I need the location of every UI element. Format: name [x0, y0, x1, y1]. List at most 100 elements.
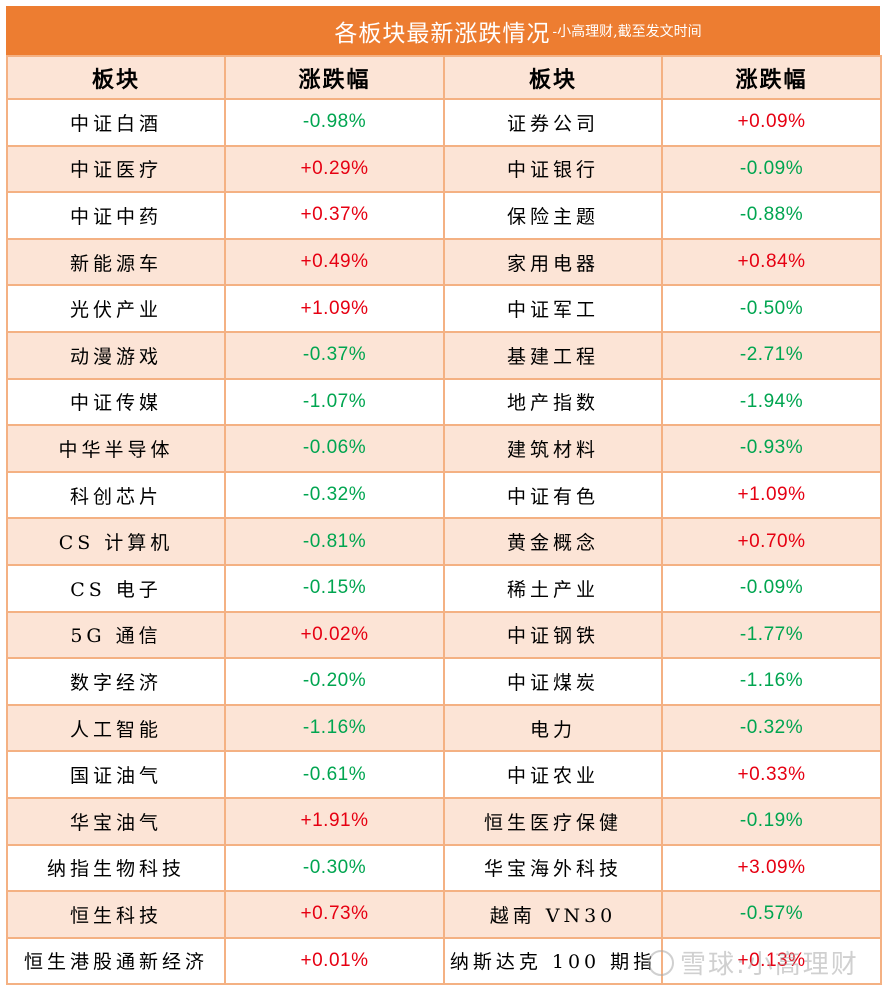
sector-performance-sheet: 各板块最新涨跌情况 -小高理财,截至发文时间 板块 涨跌幅 板块 涨跌幅 中证白…	[6, 6, 882, 986]
sector-name-left: 动漫游戏	[6, 330, 226, 380]
change-value-left: -0.37%	[224, 330, 445, 380]
table-row: 中证白酒 -0.98% 证券公司 +0.09%	[6, 98, 882, 147]
change-value-left: -0.32%	[224, 470, 445, 520]
change-value-right: -0.19%	[661, 796, 882, 846]
sector-name-right: 基建工程	[443, 330, 663, 380]
table-row: 恒生科技 +0.73% 越南 VN30 -0.57%	[6, 890, 882, 939]
change-value-right: +1.09%	[661, 470, 882, 520]
sector-name-right: 中证军工	[443, 284, 663, 333]
sector-table: 板块 涨跌幅 板块 涨跌幅 中证白酒 -0.98% 证券公司 +0.09% 中证医疗 +0…	[6, 55, 882, 986]
sector-name-right: 电力	[443, 703, 663, 753]
table-row: 国证油气 -0.61% 中证农业 +0.33%	[6, 750, 882, 799]
sector-name-left: CS 计算机	[6, 517, 226, 566]
sector-name-right: 华宝海外科技	[443, 843, 663, 893]
table-row: 动漫游戏 -0.37% 基建工程 -2.71%	[6, 330, 882, 380]
sector-name-left: 恒生科技	[6, 890, 226, 939]
sector-name-left: 中华半导体	[6, 424, 226, 473]
table-row: 人工智能 -1.16% 电力 -0.32%	[6, 703, 882, 753]
change-value-left: -1.07%	[224, 377, 445, 427]
sector-name-left: 科创芯片	[6, 470, 226, 520]
sector-name-right: 黄金概念	[443, 517, 663, 566]
change-value-left: -0.30%	[224, 843, 445, 893]
change-value-left: -0.06%	[224, 424, 445, 473]
table-row: 数字经济 -0.20% 中证煤炭 -1.16%	[6, 657, 882, 706]
change-value-right: -0.32%	[661, 703, 882, 753]
sector-name-right: 中证银行	[443, 144, 663, 194]
sector-name-right: 中证钢铁	[443, 610, 663, 660]
change-value-right: +3.09%	[661, 843, 882, 893]
table-row: 新能源车 +0.49% 家用电器 +0.84%	[6, 237, 882, 287]
change-value-right: -0.09%	[661, 563, 882, 613]
table-row: 华宝油气 +1.91% 恒生医疗保健 -0.19%	[6, 796, 882, 846]
sector-name-right: 恒生医疗保健	[443, 796, 663, 846]
sector-name-left: CS 电子	[6, 563, 226, 613]
sector-name-right: 建筑材料	[443, 424, 663, 473]
sector-name-left: 国证油气	[6, 750, 226, 799]
change-value-left: +0.01%	[224, 936, 445, 986]
table-row: 中华半导体 -0.06% 建筑材料 -0.93%	[6, 424, 882, 473]
header-sector-left: 板块	[6, 55, 226, 100]
change-value-left: +0.49%	[224, 237, 445, 287]
change-value-right: +0.13%	[661, 936, 882, 986]
change-value-right: +0.70%	[661, 517, 882, 566]
sector-name-right: 证券公司	[443, 98, 663, 147]
sector-name-left: 中证传媒	[6, 377, 226, 427]
table-row: 中证医疗 +0.29% 中证银行 -0.09%	[6, 144, 882, 194]
sector-name-left: 人工智能	[6, 703, 226, 753]
table-row: 5G 通信 +0.02% 中证钢铁 -1.77%	[6, 610, 882, 660]
change-value-left: -1.16%	[224, 703, 445, 753]
change-value-left: -0.98%	[224, 98, 445, 147]
sector-name-left: 数字经济	[6, 657, 226, 706]
change-value-left: +0.73%	[224, 890, 445, 939]
sector-name-right: 稀土产业	[443, 563, 663, 613]
table-row: 纳指生物科技 -0.30% 华宝海外科技 +3.09%	[6, 843, 882, 893]
sector-name-left: 恒生港股通新经济	[6, 936, 226, 986]
sector-name-right: 中证煤炭	[443, 657, 663, 706]
change-value-left: -0.15%	[224, 563, 445, 613]
sector-name-right: 纳斯达克 100 期指	[443, 936, 663, 986]
change-value-right: -1.77%	[661, 610, 882, 660]
table-row: 光伏产业 +1.09% 中证军工 -0.50%	[6, 284, 882, 333]
sector-name-right: 越南 VN30	[443, 890, 663, 939]
sector-name-right: 中证农业	[443, 750, 663, 799]
change-value-left: -0.20%	[224, 657, 445, 706]
change-value-right: -1.94%	[661, 377, 882, 427]
change-value-left: -0.81%	[224, 517, 445, 566]
table-row: 科创芯片 -0.32% 中证有色 +1.09%	[6, 470, 882, 520]
change-value-right: +0.33%	[661, 750, 882, 799]
change-value-right: -0.93%	[661, 424, 882, 473]
sector-name-left: 纳指生物科技	[6, 843, 226, 893]
change-value-left: +0.37%	[224, 191, 445, 240]
sector-name-right: 保险主题	[443, 191, 663, 240]
change-value-right: -0.50%	[661, 284, 882, 333]
header-row: 板块 涨跌幅 板块 涨跌幅	[6, 55, 882, 100]
sector-name-right: 地产指数	[443, 377, 663, 427]
sector-name-left: 5G 通信	[6, 610, 226, 660]
sector-name-right: 中证有色	[443, 470, 663, 520]
page-subtitle: -小高理财,截至发文时间	[552, 23, 702, 40]
header-change-left: 涨跌幅	[224, 55, 445, 100]
change-value-right: -0.57%	[661, 890, 882, 939]
change-value-left: +1.09%	[224, 284, 445, 333]
change-value-left: +0.02%	[224, 610, 445, 660]
table-row: CS 电子 -0.15% 稀土产业 -0.09%	[6, 563, 882, 613]
change-value-right: -1.16%	[661, 657, 882, 706]
table-row: 恒生港股通新经济 +0.01% 纳斯达克 100 期指 +0.13%	[6, 936, 882, 986]
table-row: CS 计算机 -0.81% 黄金概念 +0.70%	[6, 517, 882, 566]
header-change-right: 涨跌幅	[661, 55, 882, 100]
table-row: 中证传媒 -1.07% 地产指数 -1.94%	[6, 377, 882, 427]
table-body: 中证白酒 -0.98% 证券公司 +0.09% 中证医疗 +0.29% 中证银行 -0.09%…	[6, 98, 882, 986]
change-value-left: +1.91%	[224, 796, 445, 846]
header-sector-right: 板块	[443, 55, 663, 100]
sector-name-left: 新能源车	[6, 237, 226, 287]
change-value-right: -2.71%	[661, 330, 882, 380]
sector-name-left: 光伏产业	[6, 284, 226, 333]
page-title: 各板块最新涨跌情况	[334, 20, 551, 47]
change-value-right: -0.09%	[661, 144, 882, 194]
change-value-left: +0.29%	[224, 144, 445, 194]
sector-name-left: 中证医疗	[6, 144, 226, 194]
sector-name-left: 华宝油气	[6, 796, 226, 846]
change-value-right: +0.84%	[661, 237, 882, 287]
change-value-left: -0.61%	[224, 750, 445, 799]
sector-name-left: 中证中药	[6, 191, 226, 240]
